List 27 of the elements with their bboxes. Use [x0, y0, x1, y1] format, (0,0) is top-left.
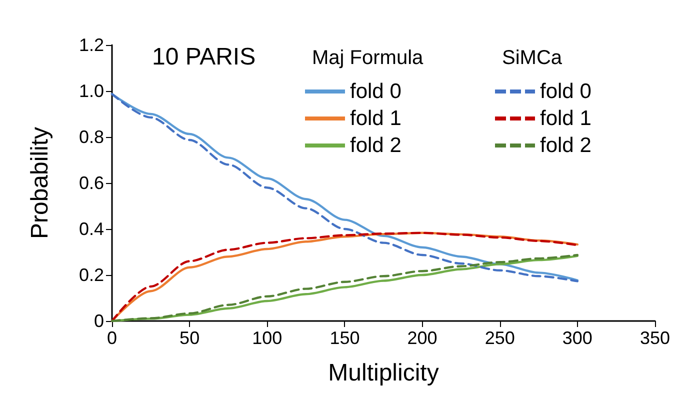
y-tick-label: 0.4	[78, 219, 104, 239]
x-axis-title: Multiplicity	[328, 360, 439, 386]
y-tick-label: 1.2	[78, 35, 104, 55]
legend-label: fold 2	[350, 134, 402, 157]
y-axis-title: Probability	[26, 126, 54, 240]
x-tick-label: 200	[407, 328, 438, 348]
x-tick-label: 350	[640, 328, 670, 348]
legend-label: fold 1	[540, 107, 592, 130]
y-tick-label: 1.0	[78, 81, 104, 101]
x-tick-label: 250	[484, 328, 515, 348]
annotation: 10 PARIS	[152, 44, 256, 70]
legend-label: fold 0	[540, 80, 592, 103]
x-tick-label: 300	[562, 328, 592, 348]
y-tick-label: 0	[94, 311, 104, 331]
x-tick-label: 50	[180, 328, 200, 348]
y-tick-label: 0.2	[78, 265, 104, 285]
line-series	[110, 232, 579, 322]
legend-label: fold 0	[350, 80, 402, 103]
x-tick-label: 150	[330, 328, 360, 348]
x-tick-label: 0	[106, 328, 118, 348]
annotation: SiMCa	[502, 47, 563, 69]
y-tick-label: 0.6	[78, 173, 104, 193]
legend-label: fold 2	[540, 134, 592, 157]
annotation: Maj Formula	[312, 47, 424, 69]
y-tick-label: 0.8	[78, 127, 104, 147]
x-tick-label: 100	[252, 328, 282, 348]
legend-label: fold 1	[350, 107, 402, 130]
